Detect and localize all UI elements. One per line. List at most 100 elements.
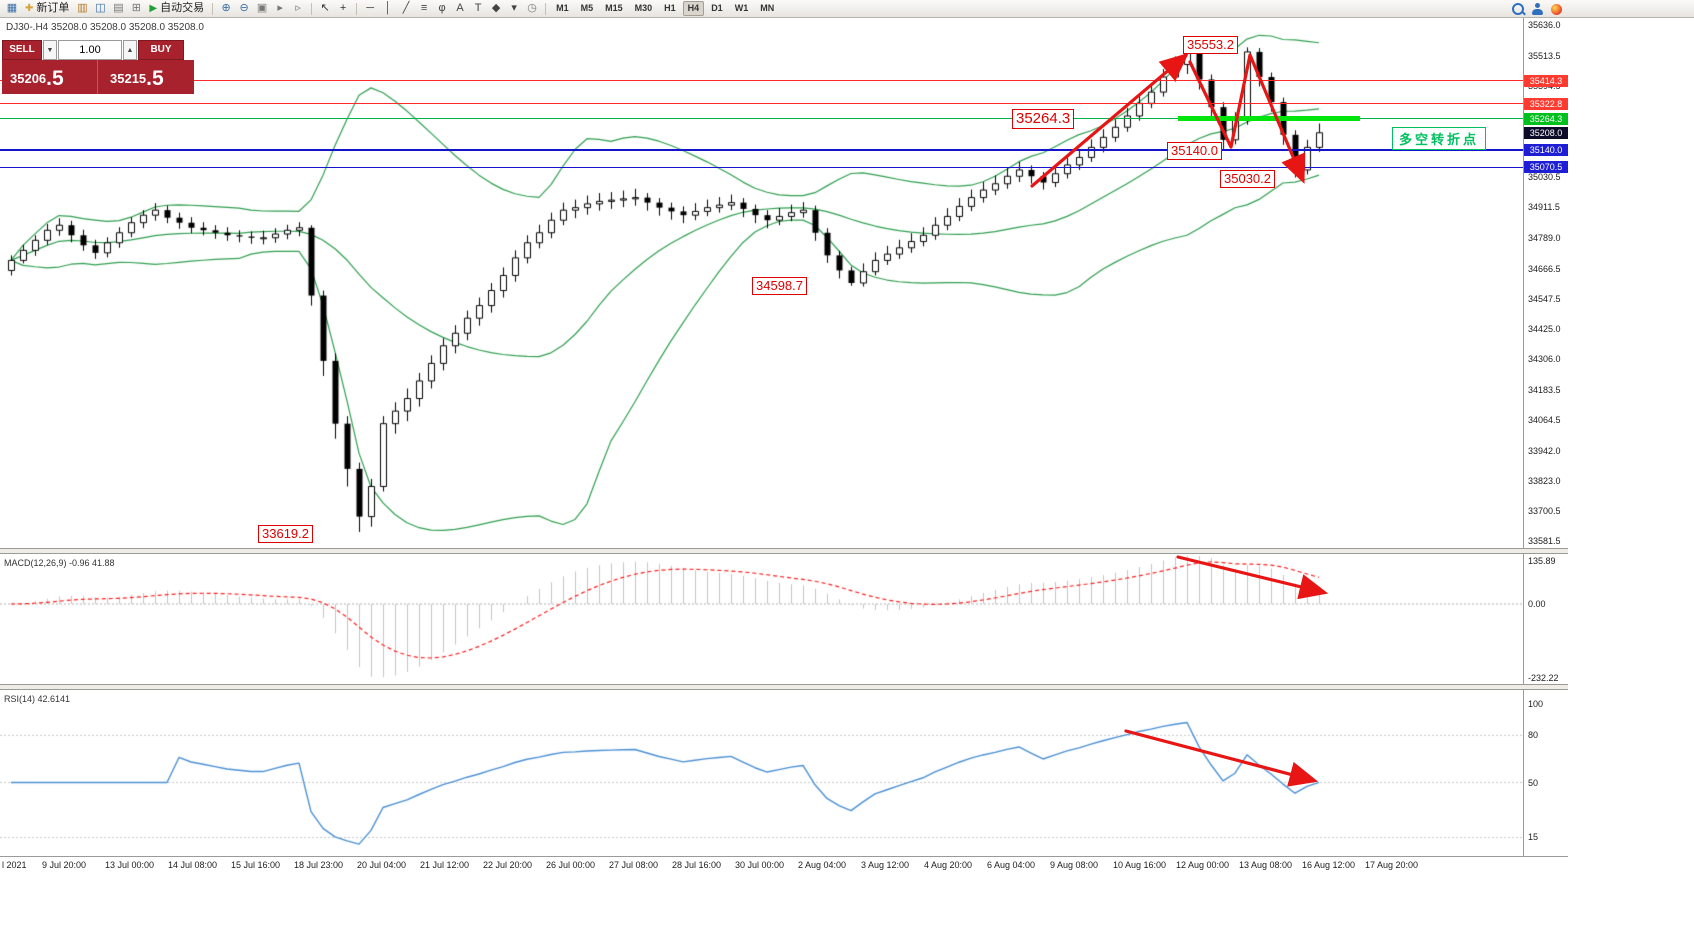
- horizontal-line-object[interactable]: [0, 80, 1523, 82]
- time-axis-label: 28 Jul 16:00: [672, 860, 722, 870]
- volume-input[interactable]: [58, 40, 122, 60]
- time-axis-label: 15 Jul 16:00: [231, 860, 281, 870]
- navigator-icon[interactable]: ▤: [109, 1, 127, 16]
- one-click-trading-panel: SELL ▼ ▲ BUY 35206.5 35215.5: [2, 40, 194, 94]
- buy-price[interactable]: 35215.5: [98, 60, 194, 94]
- bull-bear-turning-point-annotation[interactable]: 多空转折点: [1392, 127, 1487, 150]
- auto-trading-button[interactable]: ▶ 自动交易: [145, 1, 208, 17]
- chart-shift-icon[interactable]: ▹: [289, 1, 307, 16]
- clock-icon[interactable]: ◷: [523, 1, 541, 16]
- buy-button[interactable]: BUY: [138, 40, 184, 60]
- timeframe-m15-button[interactable]: M15: [600, 1, 628, 16]
- label-icon[interactable]: T: [469, 1, 487, 16]
- buy-price-pips: .5: [146, 67, 164, 90]
- time-axis-label: 17 Aug 20:00: [1365, 860, 1419, 870]
- horizontal-line-object[interactable]: [0, 118, 1523, 120]
- new-order-button[interactable]: ✚ 新订单: [21, 1, 73, 17]
- support-line-segment[interactable]: [1178, 116, 1360, 122]
- auto-scroll-icon[interactable]: ▸: [271, 1, 289, 16]
- time-axis-label: 26 Jul 00:00: [546, 860, 596, 870]
- horizontal-line-object[interactable]: [0, 166, 1523, 168]
- time-axis-label: 20 Jul 04:00: [357, 860, 407, 870]
- market-watch-icon[interactable]: ▥: [73, 1, 91, 16]
- price-axis-tick: 34425.0: [1528, 324, 1561, 335]
- chart-title-ohlc: DJ30-.H4 35208.0 35208.0 35208.0 35208.0: [6, 22, 204, 33]
- price-axis-tick: 34183.5: [1528, 385, 1561, 396]
- timeframe-h1-button[interactable]: H1: [659, 1, 681, 16]
- time-axis-label: 4 Aug 20:00: [924, 860, 973, 870]
- toolbar-right-icons: [1512, 3, 1562, 15]
- rsi-axis-tick: 15: [1528, 832, 1539, 843]
- price-line-label: 35264.3: [1524, 112, 1568, 125]
- timeframe-m1-button[interactable]: M1: [551, 1, 574, 16]
- price-line-label: 35208.0: [1524, 126, 1568, 139]
- shapes-dropdown-icon[interactable]: ▾: [505, 1, 523, 16]
- time-axis-label: 16 Aug 12:00: [1302, 860, 1356, 870]
- volume-decrease-button[interactable]: ▼: [43, 40, 57, 60]
- play-icon: ▶: [149, 2, 158, 14]
- bid-ask-prices: 35206.5 35215.5: [2, 60, 194, 94]
- price-axis-tick: 33581.5: [1528, 536, 1561, 547]
- macd-axis-tick: -232.22: [1528, 673, 1559, 684]
- price-callout-label[interactable]: 35030.2: [1220, 170, 1275, 188]
- price-callout-label[interactable]: 35140.0: [1167, 142, 1222, 160]
- price-callout-label[interactable]: 35553.2: [1183, 36, 1238, 54]
- horizontal-line-object[interactable]: [0, 148, 1523, 151]
- timeframe-mn-button[interactable]: MN: [755, 1, 779, 16]
- sell-price[interactable]: 35206.5: [2, 60, 98, 94]
- crosshair-icon[interactable]: +: [334, 1, 352, 16]
- rsi-panel-canvas[interactable]: [0, 692, 1523, 856]
- price-axis-tick: 35636.0: [1528, 20, 1561, 31]
- toolbar-separator: [212, 2, 214, 15]
- time-axis-line: [0, 856, 1568, 857]
- sell-price-pips: .5: [46, 67, 64, 90]
- macd-axis-tick: 135.89: [1528, 555, 1556, 566]
- new-chart-icon[interactable]: ▦: [3, 1, 21, 16]
- timeframe-m30-button[interactable]: M30: [630, 1, 658, 16]
- tile-windows-icon[interactable]: ▣: [253, 1, 271, 16]
- horizontal-line-icon[interactable]: ─: [361, 1, 379, 16]
- cursor-icon[interactable]: ↖: [316, 1, 334, 16]
- trendline-icon[interactable]: ╱: [397, 1, 415, 16]
- macd-rsi-divider[interactable]: [0, 684, 1568, 690]
- sell-button[interactable]: SELL: [2, 40, 42, 60]
- search-icon[interactable]: [1512, 3, 1524, 15]
- zoom-out-icon[interactable]: ⊖: [235, 1, 253, 16]
- text-icon[interactable]: A: [451, 1, 469, 16]
- fibonacci-icon[interactable]: φ: [433, 1, 451, 16]
- shapes-icon[interactable]: ◆: [487, 1, 505, 16]
- sell-price-main: 35206: [10, 71, 47, 86]
- timeframe-h4-button[interactable]: H4: [682, 1, 705, 16]
- time-axis-label: l 2021: [2, 860, 27, 870]
- price-axis-tick: 34306.0: [1528, 354, 1561, 365]
- time-axis-label: 9 Jul 20:00: [42, 860, 87, 870]
- horizontal-line-object[interactable]: [0, 103, 1523, 105]
- vertical-line-icon[interactable]: │: [379, 1, 397, 16]
- volume-increase-button[interactable]: ▲: [123, 40, 137, 60]
- price-line-label: 35140.0: [1524, 143, 1568, 156]
- channel-icon[interactable]: ≡: [415, 1, 433, 16]
- data-window-icon[interactable]: ◫: [91, 1, 109, 16]
- price-axis-tick: 34666.5: [1528, 263, 1561, 274]
- chart-macd-divider[interactable]: [0, 548, 1568, 554]
- time-axis-label: 27 Jul 08:00: [609, 860, 659, 870]
- macd-panel-canvas[interactable]: [0, 556, 1523, 684]
- account-icon[interactable]: [1532, 3, 1543, 15]
- price-callout-label[interactable]: 33619.2: [258, 525, 313, 543]
- terminal-icon[interactable]: ⊞: [127, 1, 145, 16]
- rsi-axis-tick: 100: [1528, 699, 1544, 709]
- price-callout-label[interactable]: 35264.3: [1012, 109, 1075, 129]
- timeframe-w1-button[interactable]: W1: [730, 1, 754, 16]
- time-axis-label: 12 Aug 00:00: [1176, 860, 1230, 870]
- timeframe-m5-button[interactable]: M5: [576, 1, 599, 16]
- timeframe-d1-button[interactable]: D1: [706, 1, 728, 16]
- price-callout-label[interactable]: 34598.7: [752, 277, 807, 295]
- price-axis-tick: 35030.5: [1528, 172, 1561, 183]
- time-axis-label: 30 Jul 00:00: [735, 860, 785, 870]
- price-line-label: 35414.3: [1524, 74, 1568, 87]
- price-line-label: 35070.5: [1524, 161, 1568, 174]
- zoom-in-icon[interactable]: ⊕: [217, 1, 235, 16]
- time-axis-label: 13 Aug 08:00: [1239, 860, 1293, 870]
- buy-price-main: 35215: [110, 71, 147, 86]
